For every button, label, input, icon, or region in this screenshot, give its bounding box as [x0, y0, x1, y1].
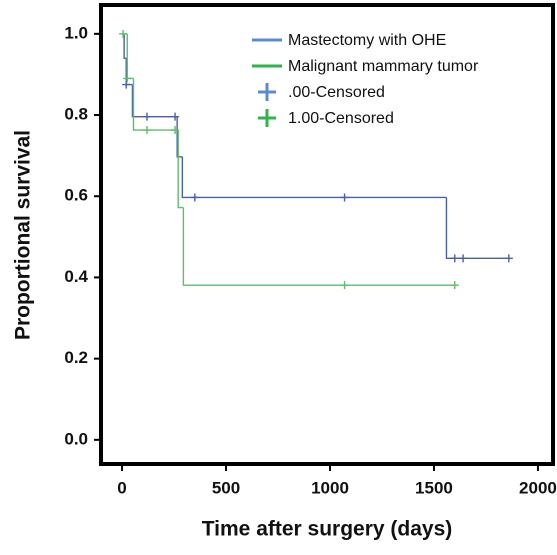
survival-step [182, 207, 455, 286]
legend-swatch [258, 109, 276, 127]
y-tick-label: 1.0 [64, 23, 88, 42]
x-tick-label: 1500 [415, 478, 453, 497]
censor-mark [190, 193, 199, 202]
censor-mark [119, 29, 128, 38]
x-tick-label: 0 [117, 478, 126, 497]
legend-label: Malignant mammary tumor [288, 58, 479, 75]
survival-step [181, 156, 447, 199]
censor-mark [171, 112, 180, 121]
survival-step [445, 197, 509, 260]
censor-mark [504, 254, 513, 263]
y-tick-label: 0.2 [64, 348, 88, 367]
censor-mark [450, 281, 459, 290]
censor-mark [122, 80, 131, 89]
censor-mark [459, 254, 468, 263]
x-tick-label: 1000 [311, 478, 349, 497]
legend-swatch [258, 83, 276, 101]
legend-label: Mastectomy with OHE [288, 32, 446, 49]
censor-mark [142, 112, 151, 121]
censor-mark [450, 254, 459, 263]
censor-mark [340, 193, 349, 202]
x-tick-label: 500 [212, 478, 240, 497]
censor-mark [123, 74, 132, 83]
survival-step [131, 84, 178, 118]
legend-label: .00-Censored [288, 84, 385, 101]
censor-mark [142, 126, 151, 135]
y-axis-title: Proportional survival [12, 130, 35, 340]
x-tick-label: 2000 [519, 478, 557, 497]
y-tick-label: 0.0 [64, 429, 88, 448]
survival-step [132, 78, 179, 131]
censor-mark [340, 281, 349, 290]
x-axis-title: Time after surgery (days) [202, 518, 453, 541]
y-tick-label: 0.8 [64, 105, 88, 124]
survival-step [123, 33, 127, 59]
legend-label: 1.00-Censored [288, 110, 394, 127]
survival-step [177, 130, 184, 209]
y-tick-label: 0.4 [64, 267, 88, 286]
censor-mark [171, 126, 180, 135]
plot-frame [99, 3, 555, 466]
y-tick-label: 0.6 [64, 186, 88, 205]
